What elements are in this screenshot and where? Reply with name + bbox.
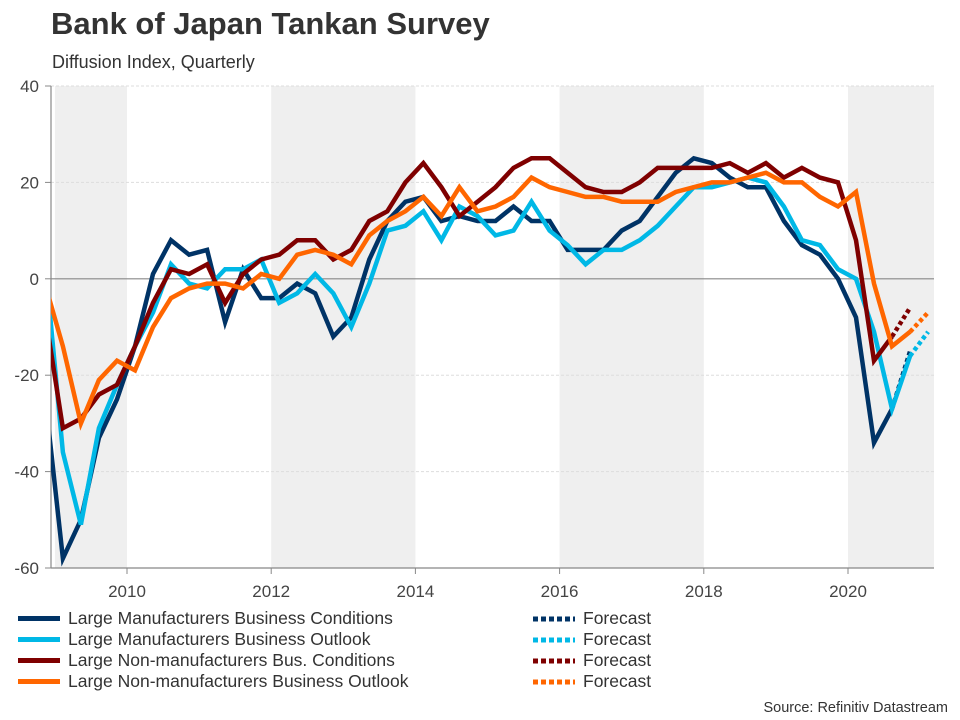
legend-label: Large Manufacturers Business Conditions (68, 608, 393, 628)
legend-forecast-item: Forecast (533, 608, 651, 629)
shaded-band (559, 86, 704, 568)
legend-item: Large Manufacturers Business Outlook (18, 629, 371, 650)
x-tick-label: 2016 (541, 582, 579, 601)
shaded-band (54, 86, 127, 568)
legend-swatch-nonmfg-outlook (18, 679, 60, 684)
chart-subtitle: Diffusion Index, Quarterly (52, 52, 255, 72)
legend-swatch-forecast (533, 637, 575, 642)
legend-item: Large Non-manufacturers Bus. Conditions (18, 650, 395, 671)
legend-label: Forecast (583, 671, 652, 691)
legend-label: Large Manufacturers Business Outlook (68, 629, 371, 649)
y-tick-label: 40 (20, 77, 39, 96)
x-tick-label: 2014 (396, 582, 434, 601)
series-line-2 (51, 175, 913, 526)
x-tick-label: 2020 (829, 582, 867, 601)
x-tick-label: 2018 (685, 582, 723, 601)
axes (50, 86, 934, 569)
y-tick-label: 0 (30, 270, 39, 289)
series-line-4 (51, 170, 912, 431)
series-lines (51, 155, 930, 567)
legend-label: Forecast (583, 629, 652, 649)
y-tick-label: -60 (14, 559, 39, 578)
legend-swatch-forecast (533, 616, 575, 621)
legend-swatch-mfg-outlook (18, 637, 60, 642)
forecast-line-2 (908, 330, 930, 358)
legend-item: Large Non-manufacturers Business Outlook (18, 671, 408, 692)
series-line-1 (51, 155, 894, 567)
legend-forecast-item: Forecast (533, 650, 651, 671)
legend-forecast-item: Forecast (533, 671, 651, 692)
y-tick-label: 20 (20, 173, 39, 192)
x-tick-label: 2012 (252, 582, 290, 601)
x-tick-label: 2010 (108, 582, 146, 601)
legend-item: Large Manufacturers Business Conditions (18, 608, 393, 629)
legend-swatch-forecast (533, 658, 575, 663)
chart-title: Bank of Japan Tankan Survey (51, 6, 490, 41)
shaded-periods (54, 86, 934, 568)
shaded-band (848, 86, 934, 568)
legend-label: Forecast (583, 650, 652, 670)
y-tick-label: -20 (14, 366, 39, 385)
source-note: Source: Refinitiv Datastream (763, 700, 948, 716)
series-line-3 (51, 156, 894, 432)
legend-swatch-mfg-conditions (18, 616, 60, 621)
legend-forecast-item: Forecast (533, 629, 651, 650)
forecast-line-4 (908, 310, 930, 334)
legend-label: Large Non-manufacturers Bus. Conditions (68, 650, 395, 670)
forecast-line-3 (890, 306, 913, 338)
legend-swatch-nonmfg-conditions (18, 658, 60, 663)
y-tick-label: -40 (14, 463, 39, 482)
legend-label: Large Non-manufacturers Business Outlook (68, 671, 409, 691)
legend-swatch-forecast (533, 679, 575, 684)
x-axis-ticks: 2010 2012 2014 2016 2018 2020 (108, 568, 867, 601)
y-axis-ticks: 40 20 0 -20 -40 -60 (14, 77, 51, 578)
legend-label: Forecast (583, 608, 652, 628)
gridlines (51, 85, 934, 473)
